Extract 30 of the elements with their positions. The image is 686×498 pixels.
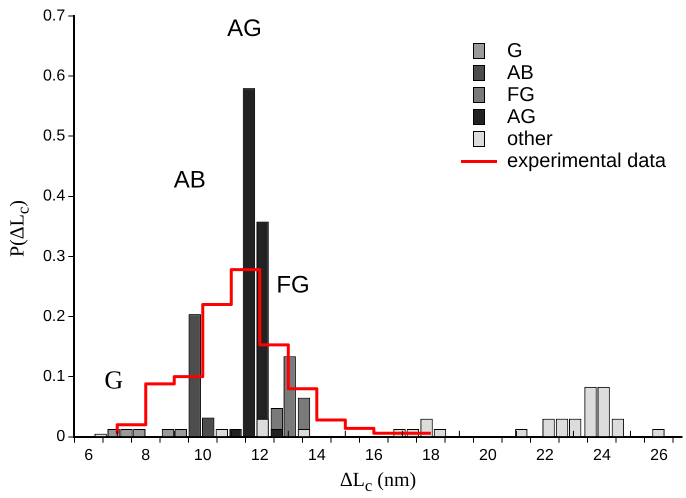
annotation: FG: [276, 272, 310, 299]
legend-label: AB: [507, 62, 534, 84]
x-tick-label: 8: [141, 446, 150, 464]
annotation: AB: [174, 166, 206, 194]
x-tick-label: 10: [194, 446, 212, 464]
x-tick-label: 24: [593, 446, 611, 464]
legend-label: other: [507, 128, 553, 150]
x-tick-label: 22: [536, 446, 554, 464]
annotation: AG: [227, 14, 262, 42]
y-tick-label: 0.6: [42, 68, 66, 85]
y-tick-label: 0: [56, 428, 66, 446]
y-tick-label: 0.1: [42, 368, 66, 386]
y-tick-label: 0.2: [42, 308, 66, 325]
y-tick-label: 0.4: [42, 188, 66, 205]
x-axis-title: ΔL$_{c}$ (nm): [338, 469, 418, 496]
annotation: G: [104, 366, 124, 395]
legend-label: G: [507, 40, 523, 62]
y-tick-label: 0.5: [42, 128, 66, 145]
x-tick-label: 18: [422, 446, 440, 464]
x-tick-label: 16: [364, 446, 383, 464]
x-tick-label: 12: [250, 446, 269, 464]
legend-label: experimental data: [507, 150, 666, 172]
x-tick-label: 6: [84, 446, 94, 464]
legend-label: FG: [507, 84, 535, 106]
x-tick-label: 14: [308, 446, 326, 464]
y-tick-label: 0.3: [42, 248, 66, 265]
x-tick-label: 20: [479, 446, 497, 464]
x-tick-label: 26: [650, 446, 668, 464]
legend-label: AG: [507, 106, 536, 128]
y-tick-label: 0.7: [42, 7, 66, 24]
